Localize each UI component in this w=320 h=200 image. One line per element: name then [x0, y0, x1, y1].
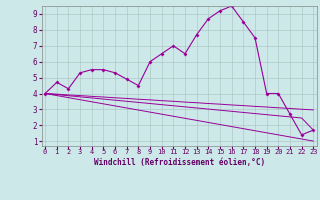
X-axis label: Windchill (Refroidissement éolien,°C): Windchill (Refroidissement éolien,°C) — [94, 158, 265, 167]
